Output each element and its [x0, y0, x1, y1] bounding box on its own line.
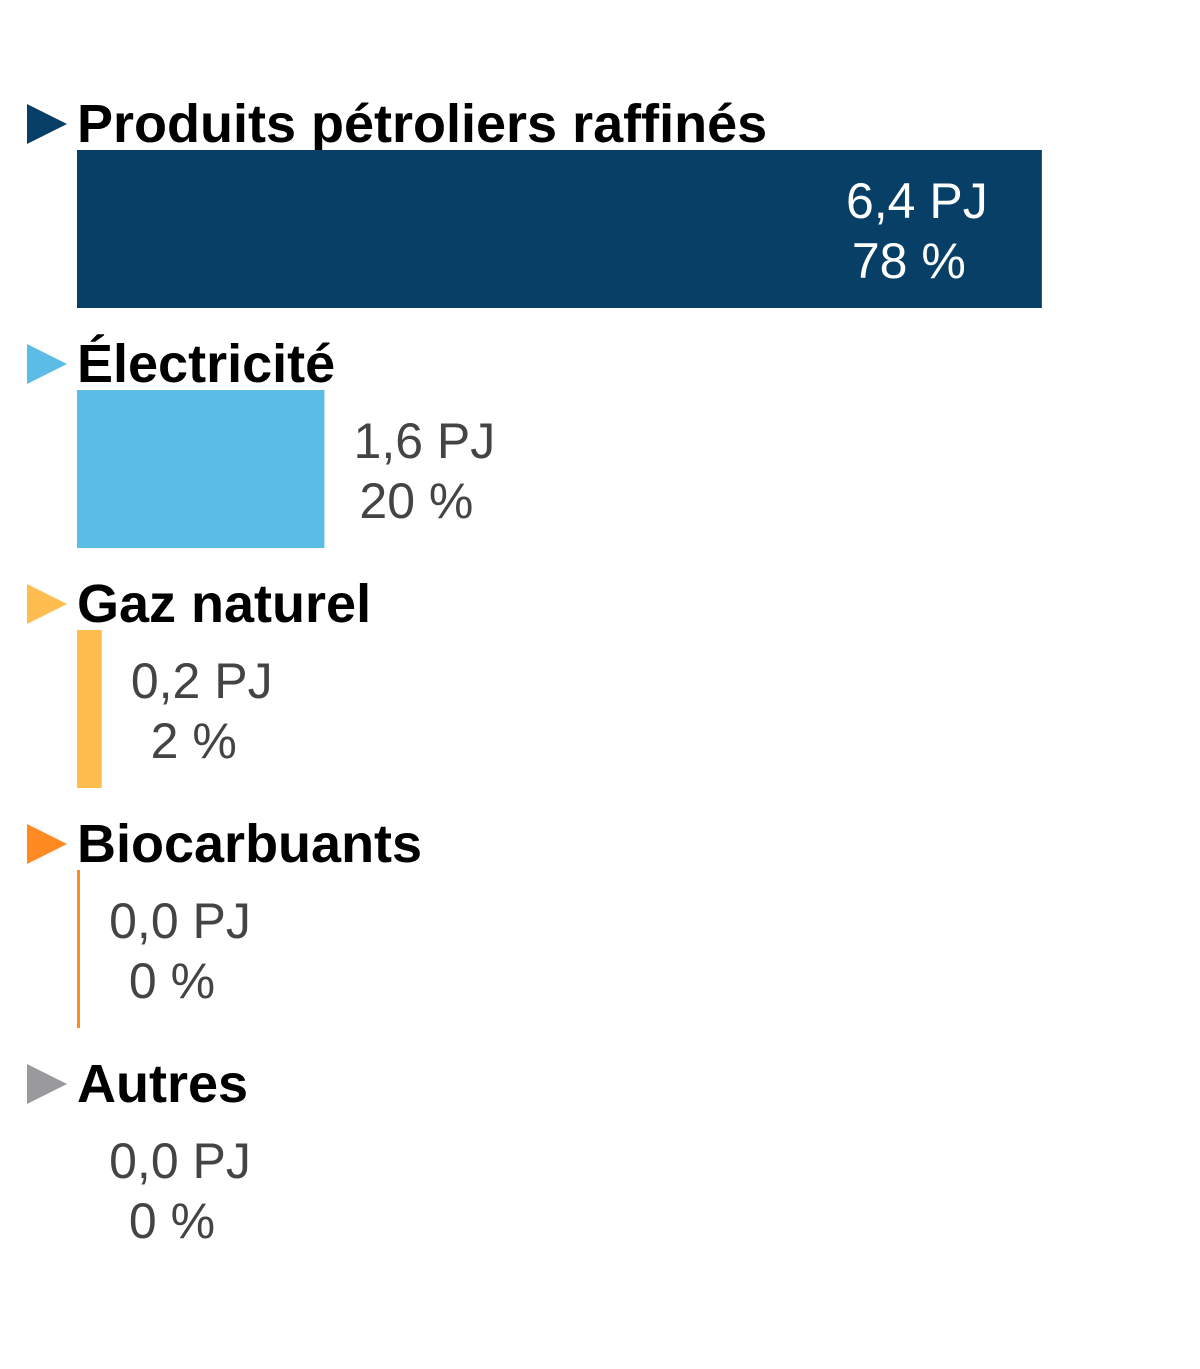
bar [77, 390, 325, 548]
percent-label: 2 % [151, 713, 237, 769]
percent-label: 78 % [852, 233, 966, 289]
category-label: Produits pétroliers raffinés [77, 94, 767, 154]
category-label: Autres [77, 1054, 248, 1114]
value-label: 0,0 PJ [109, 893, 251, 949]
bar [77, 870, 80, 1028]
right-triangle-icon [27, 584, 67, 624]
category-label: Électricité [77, 334, 335, 394]
right-triangle-icon [27, 824, 67, 864]
value-label: 1,6 PJ [354, 413, 496, 469]
percent-label: 20 % [359, 473, 473, 529]
right-triangle-icon [27, 1064, 67, 1104]
category-label: Gaz naturel [77, 574, 371, 634]
right-triangle-icon [27, 104, 67, 144]
value-label: 6,4 PJ [846, 173, 988, 229]
value-label: 0,0 PJ [109, 1133, 251, 1189]
value-label: 0,2 PJ [131, 653, 273, 709]
bar [77, 630, 102, 788]
percent-label: 0 % [129, 953, 215, 1009]
bar [77, 150, 1042, 308]
category-label: Biocarbuants [77, 814, 422, 874]
right-triangle-icon [27, 344, 67, 384]
percent-label: 0 % [129, 1193, 215, 1249]
